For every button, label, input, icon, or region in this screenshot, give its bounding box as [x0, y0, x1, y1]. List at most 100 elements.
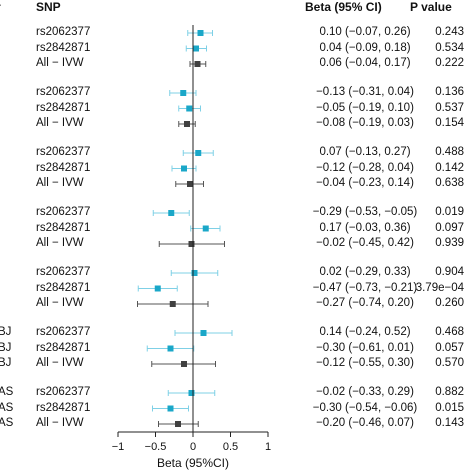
beta-ci-value: 0.02 (−0.29, 0.33) [319, 266, 411, 278]
point-estimate [188, 241, 195, 247]
beta-ci-value: −0.30 (−0.61, 0.01) [316, 341, 414, 354]
p-value: 0.057 [435, 341, 464, 354]
p-value: 0.243 [435, 26, 464, 38]
point-estimate [169, 301, 176, 307]
p-value: 0.638 [435, 177, 464, 189]
point-estimate [186, 105, 193, 112]
header-beta-ci: Beta (95% CI) [305, 0, 382, 14]
point-estimate [180, 90, 187, 96]
group-label: BJ [0, 341, 12, 354]
snp-label: rs2062377 [36, 206, 91, 218]
point-estimate [194, 61, 201, 67]
snp-label: All − IVW [36, 177, 84, 189]
p-value: 0.534 [435, 41, 464, 54]
p-value: 0.570 [435, 357, 464, 369]
p-value: 0.097 [435, 221, 464, 234]
beta-ci-value: −0.29 (−0.53, −0.05) [312, 206, 418, 218]
header-snp: SNP [36, 0, 61, 14]
snp-label: rs2062377 [36, 386, 91, 398]
x-tick-label: 0 [190, 441, 196, 453]
point-estimate [181, 165, 187, 172]
x-tick-label: −0.5 [145, 441, 167, 453]
beta-ci-value: 0.06 (−0.04, 0.17) [319, 57, 411, 69]
beta-ci-value: −0.12 (−0.28, 0.04) [316, 161, 414, 174]
beta-ci-value: −0.04 (−0.23, 0.14) [316, 177, 414, 189]
snp-label: rs2062377 [36, 326, 91, 338]
point-estimate [167, 345, 174, 352]
point-estimate [193, 45, 199, 52]
group-label: AS [0, 417, 14, 429]
snp-label: rs2842871 [36, 101, 91, 114]
beta-ci-value: 0.07 (−0.13, 0.27) [319, 146, 411, 158]
group-label: AS [0, 401, 14, 414]
beta-ci-value: −0.47 (−0.73, −0.21) [312, 281, 418, 294]
p-value: 3.79e−04 [415, 281, 464, 294]
x-tick-label: 1 [265, 441, 271, 453]
group-label: BJ [0, 326, 12, 338]
group-label: AS [0, 386, 14, 398]
p-value: 0.260 [435, 297, 464, 309]
point-estimate [168, 210, 175, 216]
snp-label: All − IVW [36, 57, 84, 69]
beta-ci-value: −0.02 (−0.45, 0.42) [316, 237, 414, 249]
p-value: 0.222 [435, 57, 464, 69]
snp-label: All − IVW [36, 117, 84, 129]
point-estimate [191, 270, 198, 276]
x-axis-title: Beta (95%CI) [157, 456, 229, 470]
snp-label: rs2842871 [36, 41, 91, 54]
p-value: 0.468 [435, 326, 464, 338]
snp-label: rs2842871 [36, 221, 91, 234]
snp-label: rs2842871 [36, 281, 91, 294]
point-estimate [197, 30, 204, 36]
beta-ci-value: −0.12 (−0.55, 0.30) [316, 357, 414, 369]
point-estimate [167, 405, 174, 412]
header-p-value: P value [410, 0, 452, 14]
p-value: 0.142 [435, 161, 464, 174]
snp-label: rs2062377 [36, 26, 91, 38]
group-label: BJ [0, 357, 12, 369]
snp-label: rs2062377 [36, 266, 91, 278]
beta-ci-value: 0.10 (−0.07, 0.26) [319, 26, 411, 38]
beta-ci-value: −0.13 (−0.31, 0.04) [316, 86, 414, 98]
beta-ci-value: −0.08 (−0.19, 0.03) [316, 117, 414, 129]
p-value: 0.488 [435, 146, 464, 158]
point-estimate [154, 285, 161, 292]
snp-label: All − IVW [36, 237, 84, 249]
point-estimate [187, 181, 193, 187]
point-estimate [202, 225, 209, 232]
p-value: 0.143 [435, 417, 464, 429]
beta-ci-value: 0.17 (−0.03, 0.36) [319, 221, 411, 234]
snp-label: rs2062377 [36, 146, 91, 158]
beta-ci-value: −0.20 (−0.46, 0.07) [316, 417, 414, 429]
beta-ci-value: −0.05 (−0.19, 0.10) [316, 101, 414, 114]
snp-label: All − IVW [36, 417, 84, 429]
point-estimate [195, 150, 202, 156]
beta-ci-value: −0.02 (−0.33, 0.29) [316, 386, 414, 398]
snp-label: rs2842871 [36, 341, 91, 354]
p-value: 0.154 [435, 117, 464, 129]
p-value: 0.015 [435, 401, 464, 414]
x-tick-label: 0.5 [223, 441, 238, 453]
snp-label: All − IVW [36, 357, 84, 369]
snp-label: rs2842871 [36, 161, 91, 174]
beta-ci-value: 0.14 (−0.24, 0.52) [319, 326, 411, 338]
point-estimate [175, 421, 181, 427]
p-value: 0.882 [435, 386, 464, 398]
point-estimate [200, 330, 207, 336]
beta-ci-value: −0.27 (−0.74, 0.20) [316, 297, 414, 309]
p-value: 0.136 [435, 86, 464, 98]
point-estimate [184, 121, 190, 127]
p-value: 0.019 [435, 206, 464, 218]
p-value: 0.904 [435, 266, 464, 278]
x-tick-label: −1 [112, 441, 125, 453]
point-estimate [181, 361, 187, 367]
snp-label: All − IVW [36, 297, 84, 309]
beta-ci-value: −0.30 (−0.54, −0.06) [312, 401, 418, 414]
snp-label: rs2062377 [36, 86, 91, 98]
point-estimate [188, 390, 195, 396]
snp-label: rs2842871 [36, 401, 91, 414]
header-left-fragment: r [0, 0, 1, 14]
beta-ci-value: 0.04 (−0.09, 0.18) [319, 41, 411, 54]
p-value: 0.537 [435, 101, 464, 114]
